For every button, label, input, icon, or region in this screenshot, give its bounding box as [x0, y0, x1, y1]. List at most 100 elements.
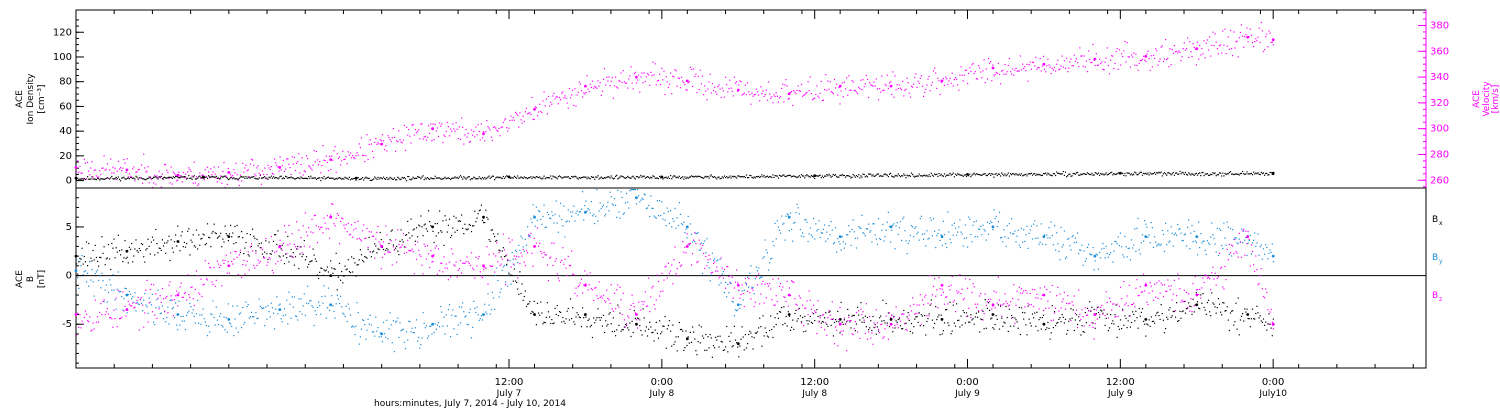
bx-dot	[213, 223, 215, 225]
velocity-dot	[645, 76, 647, 78]
by-dot	[745, 284, 748, 286]
density-dot	[564, 176, 566, 178]
by-dot	[200, 323, 202, 325]
velocity-dot	[915, 73, 917, 75]
bx-dot	[435, 235, 437, 237]
density-dot	[819, 174, 821, 176]
density-dot	[659, 175, 661, 177]
bx-dot	[491, 229, 493, 231]
velocity-dot	[593, 87, 595, 89]
by-dot	[436, 324, 438, 326]
density-dot	[915, 175, 917, 177]
bx-dot	[631, 320, 633, 322]
by-dot	[967, 246, 969, 248]
density-dot	[391, 178, 393, 180]
density-dot	[1001, 172, 1003, 174]
bx-dot	[1106, 313, 1108, 315]
velocity-dot	[474, 136, 476, 138]
bz-dot	[373, 235, 375, 237]
bz-dot	[301, 252, 303, 254]
velocity-dot	[1015, 67, 1017, 69]
bx-dot	[1056, 322, 1058, 324]
velocity-dot	[277, 166, 279, 168]
velocity-dot	[932, 70, 935, 72]
by-dot	[463, 311, 465, 313]
bz-dot	[107, 313, 110, 315]
by-dot	[142, 310, 144, 312]
density-dot	[1016, 174, 1018, 176]
bz-dot	[241, 276, 243, 279]
bx-dot	[401, 239, 403, 241]
by-dot	[1050, 221, 1052, 223]
bx-dot	[1038, 319, 1040, 321]
density-dot	[123, 176, 125, 178]
by-dot	[1014, 230, 1016, 232]
bx-dot	[267, 258, 269, 261]
by-dot	[364, 324, 366, 326]
bx-dot	[300, 246, 302, 248]
bx-dot	[607, 323, 609, 325]
density-dot	[1238, 174, 1240, 176]
bx-dot	[1174, 316, 1177, 318]
velocity-dot	[480, 123, 482, 125]
density-dot	[529, 177, 531, 179]
velocity-dot	[288, 163, 290, 165]
by-dot	[696, 233, 698, 235]
by-dot	[803, 236, 805, 238]
bx-dot	[1165, 328, 1167, 330]
bz-dot	[523, 261, 525, 263]
bx-dot	[1155, 314, 1157, 316]
density-dot	[232, 178, 234, 180]
velocity-dot	[905, 88, 907, 90]
bz-dot	[510, 266, 512, 268]
velocity-dot	[686, 89, 688, 91]
bx-dot	[1111, 322, 1113, 325]
velocity-dot	[235, 162, 237, 164]
density-dot	[481, 177, 484, 179]
by-dot	[960, 231, 962, 233]
by-dot	[84, 270, 86, 272]
bz-dot	[147, 321, 149, 323]
velocity-dot	[843, 81, 845, 83]
density-dot	[825, 175, 827, 177]
density-dot	[313, 177, 315, 179]
by-dot	[1008, 223, 1010, 225]
density-dot	[454, 176, 456, 178]
bz-dot	[467, 261, 469, 263]
by-dot	[524, 238, 526, 240]
velocity-dot	[564, 95, 566, 97]
density-dot	[172, 176, 174, 178]
by-dot	[968, 216, 970, 218]
by-dot	[670, 210, 672, 212]
bx-dot	[739, 345, 741, 347]
density-dot	[907, 175, 909, 177]
bx-dot	[167, 240, 169, 242]
density-dot	[765, 176, 767, 178]
bx-dot	[1166, 316, 1168, 318]
velocity-dot	[1236, 40, 1238, 42]
velocity-dot	[780, 96, 782, 98]
velocity-dot	[618, 80, 620, 82]
bx-dot	[189, 254, 191, 256]
bx-dot	[763, 335, 765, 337]
velocity-dot	[208, 171, 210, 173]
velocity-dot	[971, 64, 973, 66]
bx-dot	[265, 240, 267, 242]
bx-dot	[660, 333, 662, 335]
bx-dot	[377, 248, 379, 250]
by-dot	[1110, 252, 1112, 254]
velocity-dot	[124, 162, 126, 164]
density-dot	[754, 177, 756, 179]
by-dot	[1202, 240, 1204, 242]
density-dot	[645, 176, 647, 178]
bx-dot	[641, 334, 643, 336]
density-dot	[943, 173, 946, 175]
by-dot	[642, 198, 644, 201]
bx-dot	[242, 237, 244, 239]
bx-dot	[1123, 324, 1125, 326]
by-dot	[957, 231, 959, 233]
by-dot	[679, 213, 682, 215]
velocity-dot	[1056, 63, 1058, 65]
velocity-dot	[190, 170, 192, 172]
by-dot	[617, 189, 619, 191]
